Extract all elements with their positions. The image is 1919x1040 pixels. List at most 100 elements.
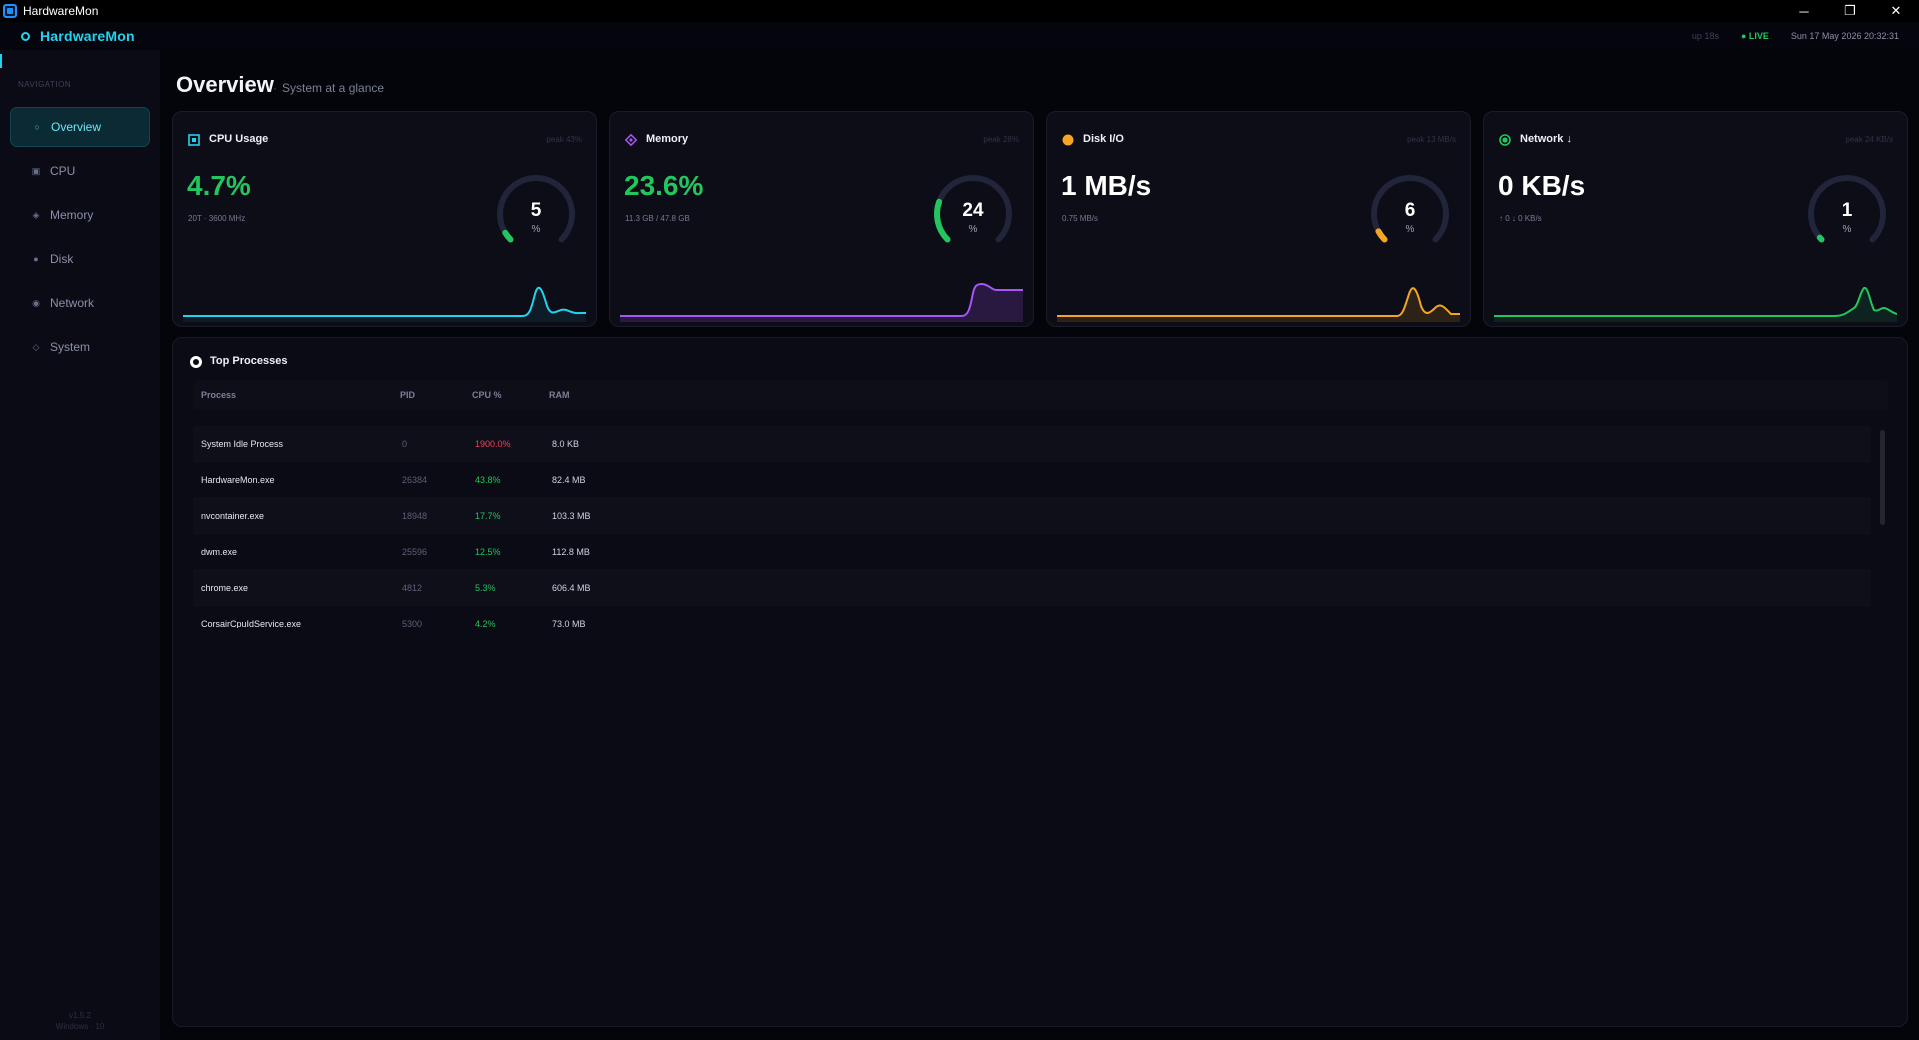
table-row[interactable]: CorsairCpuIdService.exe 5300 4.2% 73.0 M…: [193, 606, 1871, 628]
brand-logo-icon: [21, 31, 30, 41]
table-body[interactable]: System Idle Process 0 1900.0% 8.0 KB Har…: [193, 426, 1871, 628]
card-title: Network ↓: [1520, 133, 1572, 145]
column-header-pid[interactable]: PID: [400, 390, 416, 400]
memory-gauge: [934, 175, 1012, 243]
process-pid: 4812: [402, 583, 423, 593]
top-processes-panel: Top Processes Process PID CPU % RAM Syst…: [172, 337, 1908, 1027]
memory-card[interactable]: Memory peak 28% 23.6% 11.3 GB / 47.8 GB …: [609, 111, 1034, 327]
memory-icon: ◈: [32, 209, 40, 220]
card-value: 4.7%: [187, 170, 251, 201]
card-subtext: 11.3 GB / 47.8 GB: [625, 214, 690, 223]
restore-button[interactable]: ❐: [1844, 3, 1856, 18]
column-header-ram[interactable]: RAM: [549, 390, 570, 400]
card-title: CPU Usage: [209, 133, 269, 145]
process-name: HardwareMon.exe: [201, 475, 275, 485]
process-name: System Idle Process: [201, 439, 284, 449]
system-icon: ◇: [32, 341, 40, 352]
sidebar-item-cpu[interactable]: ▣ CPU: [10, 151, 150, 191]
page-title: Overview: [176, 72, 274, 97]
card-value: 23.6%: [624, 170, 704, 201]
card-peak: peak 24 KB/s: [1845, 135, 1893, 144]
card-subtext: 20T · 3600 MHz: [188, 214, 246, 223]
cpu-icon: ▣: [31, 165, 41, 176]
column-header-process[interactable]: Process: [201, 390, 237, 400]
table-row[interactable]: HardwareMon.exe 26384 43.8% 82.4 MB: [193, 462, 1871, 498]
disk-icon: ●: [33, 254, 39, 264]
disk-icon: [1062, 134, 1074, 146]
memory-sparkline: [620, 282, 1023, 322]
cpu-icon: [188, 134, 200, 146]
app-icon: [3, 4, 17, 18]
network-icon: ◉: [32, 297, 40, 308]
process-cpu: 43.8%: [475, 475, 501, 485]
network-sparkline: [1494, 286, 1897, 322]
gauge-value-arc: [502, 229, 514, 243]
sidebar-item-system[interactable]: ◇ System: [10, 327, 150, 367]
sidebar-item-label: Memory: [50, 208, 94, 222]
sidebar-item-label: Overview: [51, 120, 102, 134]
gauge-value: 5: [530, 200, 542, 221]
memory-icon: [625, 134, 637, 146]
sidebar-item-memory[interactable]: ◈ Memory: [10, 195, 150, 235]
gauge-track: [497, 175, 575, 243]
cpu-card[interactable]: CPU Usage peak 43% 4.7% 20T · 3600 MHz 5…: [172, 111, 597, 327]
gauge-track: [1808, 175, 1886, 243]
process-ram: 73.0 MB: [552, 619, 586, 628]
table-row[interactable]: chrome.exe 4812 5.3% 606.4 MB: [193, 570, 1871, 606]
process-ram: 112.8 MB: [552, 547, 590, 557]
cpu-gauge: [497, 175, 575, 243]
process-pid: 18948: [402, 511, 428, 521]
table-header: Process PID CPU % RAM: [193, 380, 1888, 410]
page-subtitle: System at a glance: [273, 81, 384, 95]
process-pid: 26384: [402, 475, 428, 485]
table-row[interactable]: dwm.exe 25596 12.5% 112.8 MB: [193, 534, 1871, 570]
table-row[interactable]: nvcontainer.exe 18948 17.7% 103.3 MB: [193, 498, 1871, 534]
live-badge: ● LIVE: [1740, 31, 1769, 41]
datetime-label: Sun 17 May 2026 20:32:31: [1790, 31, 1899, 41]
network-gauge: [1808, 175, 1886, 243]
gauge-unit: %: [531, 224, 541, 235]
process-pid: 0: [402, 439, 408, 449]
window-title: HardwareMon: [23, 4, 99, 18]
process-name: CorsairCpuIdService.exe: [201, 619, 302, 628]
process-cpu: 5.3%: [475, 583, 496, 593]
header-status: up 18s ● LIVE Sun 17 May 2026 20:32:31: [1692, 22, 1899, 50]
table-scrollbar[interactable]: [1880, 430, 1885, 525]
table-row[interactable]: System Idle Process 0 1900.0% 8.0 KB: [193, 426, 1871, 462]
process-name: chrome.exe: [201, 583, 249, 593]
gauge-track: [1371, 175, 1449, 243]
gauge-unit: %: [1405, 224, 1415, 235]
brand-name: HardwareMon: [40, 28, 135, 44]
sidebar-item-network[interactable]: ◉ Network: [10, 283, 150, 323]
sidebar-item-disk[interactable]: ● Disk: [10, 239, 150, 279]
card-value: 1 MB/s: [1061, 170, 1152, 201]
card-subtext: ↑ 0 ↓ 0 KB/s: [1499, 214, 1542, 223]
card-subtext: 0.75 MB/s: [1062, 214, 1099, 223]
sidebar-item-overview[interactable]: ○ Overview: [10, 107, 150, 147]
process-ram: 606.4 MB: [552, 583, 591, 593]
processes-icon: [190, 356, 202, 368]
process-name: nvcontainer.exe: [201, 511, 265, 521]
process-ram: 8.0 KB: [552, 439, 580, 449]
sidebar-item-label: CPU: [50, 164, 76, 178]
disk-card[interactable]: Disk I/O peak 13 MB/s 1 MB/s 0.75 MB/s 6…: [1046, 111, 1471, 327]
column-header-cpu[interactable]: CPU %: [472, 390, 502, 400]
nav-heading: NAVIGATION: [18, 80, 72, 89]
sidebar-item-label: Disk: [50, 252, 74, 266]
minimize-button[interactable]: ─: [1799, 3, 1809, 19]
uptime-label: up 18s: [1691, 31, 1719, 41]
gauge-value: 1: [1841, 200, 1853, 221]
card-peak: peak 43%: [546, 135, 582, 144]
process-cpu: 12.5%: [475, 547, 501, 557]
sidebar: NAVIGATION ○ Overview ▣ CPU ◈ Memory ● D…: [0, 50, 160, 1040]
network-card[interactable]: Network ↓ peak 24 KB/s 0 KB/s ↑ 0 ↓ 0 KB…: [1483, 111, 1908, 327]
os-label: Windows · 10: [55, 1022, 105, 1031]
gauge-value-arc: [1375, 228, 1388, 243]
close-button[interactable]: ✕: [1890, 3, 1902, 18]
network-icon: [1499, 134, 1511, 146]
disk-gauge: [1371, 175, 1449, 243]
nav-list: ○ Overview ▣ CPU ◈ Memory ● Disk ◉ Netwo…: [10, 107, 150, 371]
card-peak: peak 13 MB/s: [1407, 135, 1456, 144]
sidebar-item-label: Network: [50, 296, 95, 310]
window-controls: ─ ❐ ✕: [1781, 0, 1919, 22]
